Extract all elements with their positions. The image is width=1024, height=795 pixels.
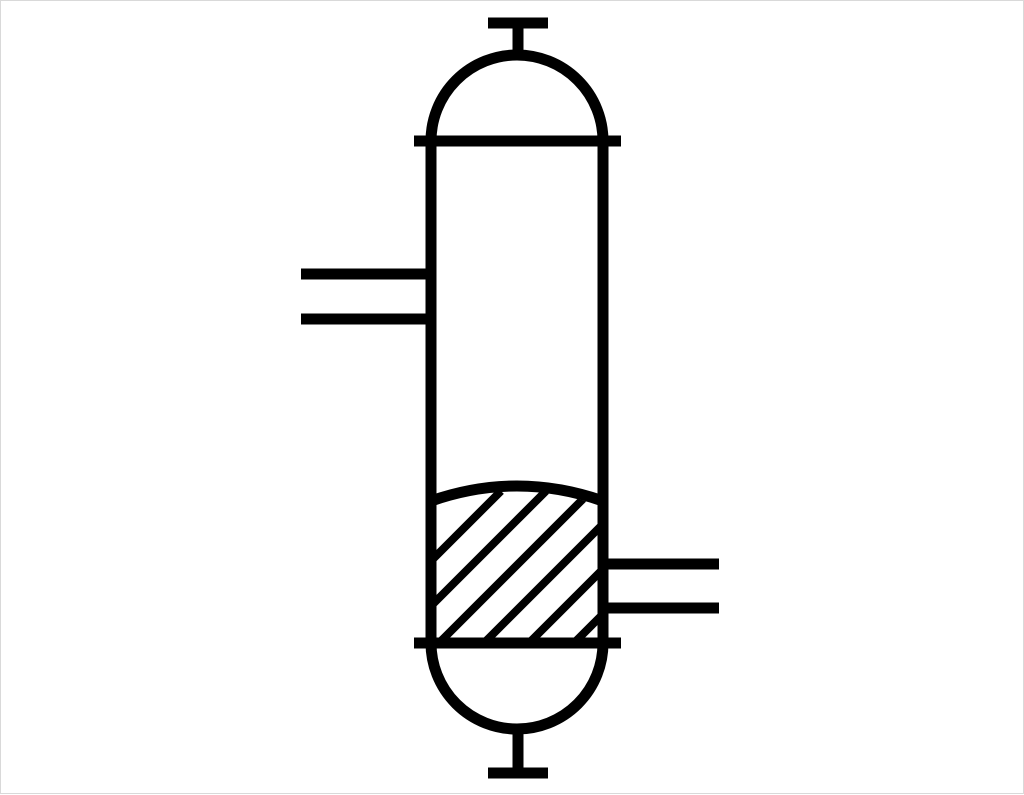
top-head xyxy=(425,49,609,142)
bottom-nozzle xyxy=(488,729,548,779)
side-outlet-nozzle xyxy=(603,558,719,614)
packed-bed xyxy=(431,489,603,643)
bottom-head xyxy=(425,642,609,735)
side-inlet-nozzle xyxy=(301,268,431,325)
packed-bed-top xyxy=(429,480,605,507)
